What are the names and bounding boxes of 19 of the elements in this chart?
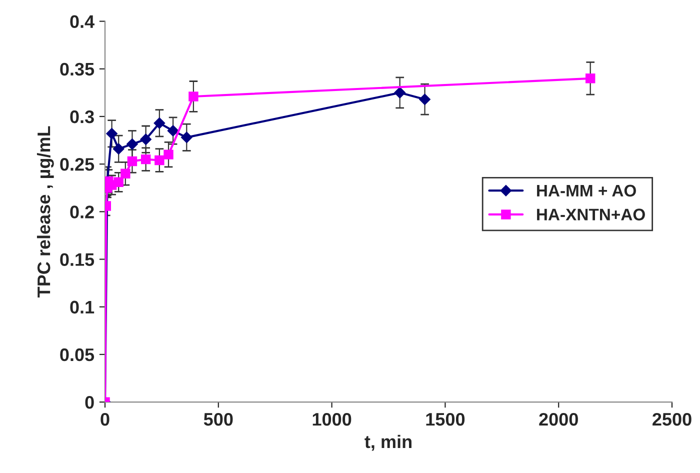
x-tick-label: 0	[100, 412, 110, 426]
y-tick-label: 0.1	[70, 300, 94, 314]
y-tick-label: 0.2	[70, 206, 94, 218]
x-tick-label: 1500	[426, 412, 465, 426]
x-tick-label: 500	[204, 412, 233, 426]
y-tick-label: 0.05	[60, 348, 94, 362]
x-tick-label: 2000	[539, 412, 578, 426]
x-tick-label: 1000	[312, 412, 352, 426]
x-axis-title: t, min	[364, 434, 412, 451]
y-tick-label: 0.3	[70, 110, 94, 124]
x-tick-label: 2500	[652, 412, 692, 426]
y-tick-label: 0.35	[60, 62, 94, 76]
y-axis-title: TPC release , µg/mL	[36, 126, 54, 298]
y-tick-label: 0.4	[70, 15, 94, 28]
y-tick-label: 0.15	[60, 253, 94, 266]
legend-label: HA-XNTN+AO	[537, 208, 645, 220]
y-tick-label: 0	[85, 396, 94, 409]
y-tick-label: 0.25	[60, 158, 94, 171]
legend-label: HA-MM + AO	[537, 184, 636, 197]
